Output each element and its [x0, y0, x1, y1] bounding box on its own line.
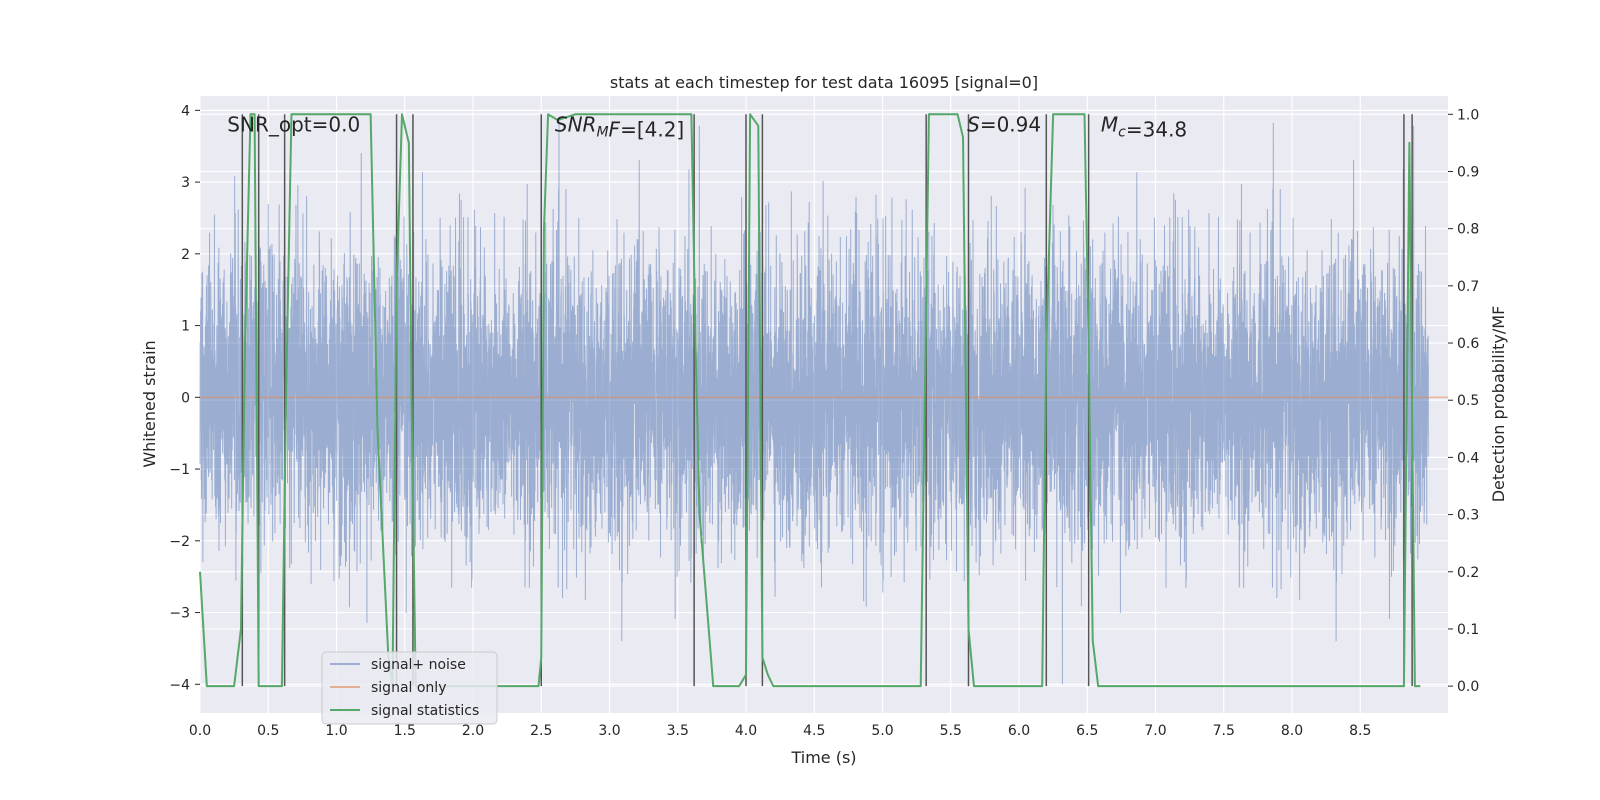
y2-tick-label: 0.5	[1457, 393, 1479, 409]
x-tick-label: 5.5	[940, 723, 962, 739]
signal-statistics-series	[199, 113, 1421, 688]
legend-label-signal-noise: signal+ noise	[371, 657, 466, 673]
annotation-segment: SNR	[555, 113, 597, 137]
annotation-segment: =34.8	[1126, 118, 1187, 142]
annotations: SNR_opt=0.0 SNRMF=[4.2] S=0.94 Mc=34.8	[227, 113, 1187, 142]
legend-label-signal-statistics: signal statistics	[371, 703, 479, 719]
y2-axis-label: Detection probability/MF	[1489, 306, 1508, 503]
annotation-segment: F	[609, 118, 621, 142]
y2-tick-label: 0.3	[1457, 508, 1479, 524]
y-tick-label: −2	[169, 534, 190, 550]
y-axis-label: Whitened strain	[140, 340, 159, 467]
x-tick-label: 3.5	[667, 723, 689, 739]
y-tick-label: 1	[181, 319, 190, 335]
y2-tick-label: 1.0	[1457, 107, 1479, 123]
annotation-segment: S	[967, 113, 980, 137]
y2-tick-label: 0.7	[1457, 279, 1479, 295]
x-tick-label: 4.5	[803, 723, 825, 739]
legend-box	[321, 651, 498, 725]
x-tick-label: 2.0	[462, 723, 484, 739]
y2-tick-label: 0.9	[1457, 164, 1479, 180]
annotation-3: Mc=34.8	[1101, 113, 1187, 142]
annotation-segment: c	[1118, 125, 1126, 141]
annotation-0: SNR_opt=0.0	[227, 113, 360, 137]
y-tick-label: 4	[181, 103, 190, 119]
axes: 0.0 0.5 1.0 1.5 2.0 2.5 3.0 3.5 4.0 4.5 5.0 5.5 6.0 6…	[169, 103, 1479, 739]
chart-title: stats at each timestep for test data 160…	[610, 73, 1038, 92]
x-tick-label: 7.0	[1144, 723, 1166, 739]
signal-noise-series	[199, 122, 1429, 685]
y2-tick-label: 0.1	[1457, 622, 1479, 638]
x-tick-label: 4.0	[735, 723, 757, 739]
y2-tick-label: 0.0	[1457, 679, 1479, 695]
x-tick-label: 8.5	[1349, 723, 1371, 739]
x-tick-label: 7.5	[1213, 723, 1235, 739]
annotation-2: S=0.94	[967, 113, 1041, 137]
x-tick-label: 0.0	[189, 723, 211, 739]
x-tick-label: 6.0	[1008, 723, 1030, 739]
x-tick-label: 5.0	[871, 723, 893, 739]
x-tick-label: 3.0	[598, 723, 620, 739]
y2-tick-label: 0.2	[1457, 565, 1479, 581]
annotation-1: SNRMF=[4.2]	[555, 113, 684, 142]
x-tick-label: 6.5	[1076, 723, 1098, 739]
x-tick-label: 2.5	[530, 723, 552, 739]
annotation-segment: M	[1101, 113, 1118, 137]
signal-noise-line	[199, 122, 1429, 685]
legend-label-signal-only: signal only	[371, 680, 446, 696]
x-tick-label: 1.0	[325, 723, 347, 739]
y2-tick-label: 0.8	[1457, 222, 1479, 238]
y2-tick-label: 0.4	[1457, 450, 1479, 466]
y-tick-label: −1	[169, 462, 190, 478]
annotation-segment: M	[596, 125, 608, 141]
y-tick-label: −3	[169, 606, 190, 622]
x-tick-label: 0.5	[257, 723, 279, 739]
y-tick-label: 2	[181, 247, 190, 263]
x-tick-label: 1.5	[394, 723, 416, 739]
x-tick-label: 8.0	[1281, 723, 1303, 739]
y-tick-label: 0	[181, 390, 190, 406]
annotation-segment: =0.94	[980, 113, 1041, 137]
x-axis-label: Time (s)	[790, 748, 856, 767]
y2-tick-label: 0.6	[1457, 336, 1479, 352]
y-tick-label: −4	[169, 677, 190, 693]
annotation-segment: =[4.2]	[620, 118, 684, 142]
y-tick-label: 3	[181, 175, 190, 191]
legend: signal+ noise signal only signal statist…	[321, 651, 498, 725]
